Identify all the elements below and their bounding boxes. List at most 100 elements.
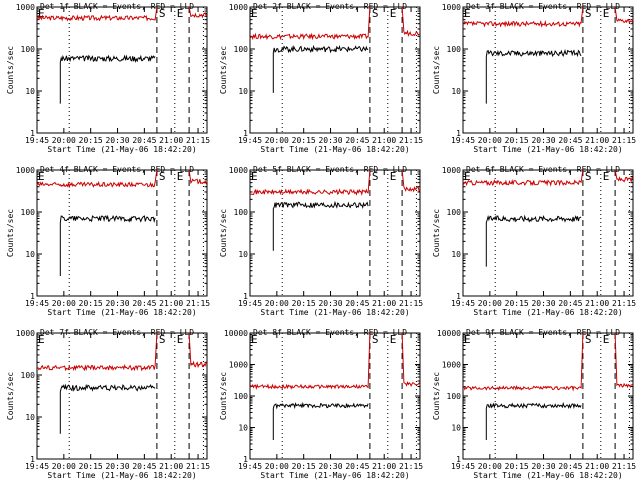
y-axis-label: Counts/sec <box>6 46 15 94</box>
y-tick-label: 1000 <box>229 3 248 12</box>
events-series-line <box>59 214 156 276</box>
x-tick-label: 19:45 <box>238 462 262 471</box>
plot-frame <box>249 6 421 134</box>
y-tick-label: 100 <box>21 45 36 54</box>
marker-label: E <box>390 170 397 183</box>
lld-series-line <box>36 6 158 22</box>
marker-label: S <box>372 7 379 20</box>
lld-series-line <box>401 6 421 37</box>
y-tick-label: 1000 <box>229 361 248 370</box>
y-tick-label: 1 <box>456 455 461 464</box>
marker-label: S <box>159 333 166 346</box>
y-tick-label: 10 <box>238 424 248 433</box>
y-tick-label: 1 <box>243 129 248 138</box>
x-tick-label: 21:15 <box>399 299 423 308</box>
marker-label: E <box>464 170 471 183</box>
events-series-line <box>485 401 582 440</box>
events-series-line <box>272 44 369 93</box>
x-tick-label: 20:00 <box>52 136 76 145</box>
lld-series-line <box>614 6 634 24</box>
plot-frame <box>249 332 421 460</box>
x-axis-label: Start Time (21-May-06 18:42:20) <box>260 471 409 480</box>
x-tick-label: 21:00 <box>585 299 609 308</box>
marker-label: E <box>464 333 471 346</box>
plot-frame <box>249 169 421 297</box>
lld-series-line <box>462 169 584 187</box>
x-tick-label: 21:15 <box>612 136 636 145</box>
x-tick-label: 21:15 <box>186 299 210 308</box>
y-axis-label: Counts/sec <box>219 209 228 257</box>
x-tick-label: 21:15 <box>612 299 636 308</box>
marker-label: S <box>159 170 166 183</box>
marker-label: E <box>390 7 397 20</box>
x-tick-label: 20:30 <box>105 136 129 145</box>
x-tick-label: 20:15 <box>292 136 316 145</box>
plot-frame <box>36 6 208 134</box>
y-tick-label: 1000 <box>16 3 35 12</box>
y-axis-label: Counts/sec <box>6 372 15 420</box>
x-tick-label: 21:00 <box>585 462 609 471</box>
x-tick-label: 20:15 <box>292 462 316 471</box>
x-tick-label: 20:45 <box>132 136 156 145</box>
y-axis-label: Counts/sec <box>6 209 15 257</box>
panel-det-3f: Det 3f BLACK = Events, RED = LLD11010010… <box>432 2 636 154</box>
marker-label: S <box>372 170 379 183</box>
x-axis-label: Start Time (21-May-06 18:42:20) <box>47 308 196 317</box>
y-tick-label: 100 <box>21 208 36 217</box>
x-tick-label: 20:15 <box>292 299 316 308</box>
y-tick-label: 1000 <box>442 166 461 175</box>
panel-det-9f: Det 9f BLACK = Events, RED = LLD11010010… <box>432 328 636 480</box>
x-tick-label: 19:45 <box>25 299 49 308</box>
x-tick-label: 21:00 <box>372 299 396 308</box>
y-tick-label: 1000 <box>442 361 461 370</box>
x-tick-label: 20:15 <box>79 299 103 308</box>
marker-label: E <box>38 7 45 20</box>
panel-det-1f: Det 1f BLACK = Events, RED = LLD11010010… <box>6 2 210 154</box>
x-tick-label: 20:15 <box>505 136 529 145</box>
x-tick-label: 20:00 <box>52 299 76 308</box>
marker-label: S <box>585 7 592 20</box>
events-series-line <box>485 49 582 104</box>
x-tick-label: 20:30 <box>531 136 555 145</box>
x-tick-label: 20:30 <box>105 299 129 308</box>
x-tick-label: 20:30 <box>318 136 342 145</box>
panel-det-8f: Det 8f BLACK = Events, RED = LLD11010010… <box>219 328 423 480</box>
events-series-line <box>59 54 156 104</box>
x-tick-label: 20:00 <box>265 462 289 471</box>
x-tick-label: 19:45 <box>451 462 475 471</box>
x-tick-label: 19:45 <box>25 462 49 471</box>
x-tick-label: 20:30 <box>531 462 555 471</box>
y-tick-label: 10000 <box>224 329 248 338</box>
marker-label: E <box>177 333 184 346</box>
x-tick-label: 19:45 <box>451 299 475 308</box>
y-tick-label: 10 <box>451 250 461 259</box>
y-axis-label: Counts/sec <box>219 372 228 420</box>
y-tick-label: 1 <box>243 455 248 464</box>
x-tick-label: 20:00 <box>265 299 289 308</box>
plot-frame <box>36 332 208 460</box>
x-axis-label: Start Time (21-May-06 18:42:20) <box>47 145 196 154</box>
marker-label: E <box>603 333 610 346</box>
lld-series-line <box>249 6 371 41</box>
marker-label: E <box>603 7 610 20</box>
y-tick-label: 100 <box>447 208 462 217</box>
y-axis-label: Counts/sec <box>219 46 228 94</box>
lld-series-line <box>249 169 371 196</box>
y-tick-label: 1000 <box>16 329 35 338</box>
x-tick-label: 21:15 <box>186 462 210 471</box>
x-axis-label: Start Time (21-May-06 18:42:20) <box>47 471 196 480</box>
marker-label: E <box>251 170 258 183</box>
x-tick-label: 20:00 <box>52 462 76 471</box>
y-tick-label: 100 <box>447 45 462 54</box>
y-tick-label: 10000 <box>437 329 461 338</box>
x-tick-label: 21:00 <box>159 136 183 145</box>
x-tick-label: 20:45 <box>345 299 369 308</box>
x-tick-label: 20:45 <box>558 299 582 308</box>
panel-det-2f: Det 2f BLACK = Events, RED = LLD11010010… <box>219 2 423 154</box>
x-tick-label: 21:15 <box>399 462 423 471</box>
panel-det-4f: Det 4f BLACK = Events, RED = LLD11010010… <box>6 165 210 317</box>
x-tick-label: 21:00 <box>159 299 183 308</box>
plot-frame <box>36 169 208 297</box>
lld-series-line <box>36 332 158 372</box>
marker-label: E <box>251 7 258 20</box>
